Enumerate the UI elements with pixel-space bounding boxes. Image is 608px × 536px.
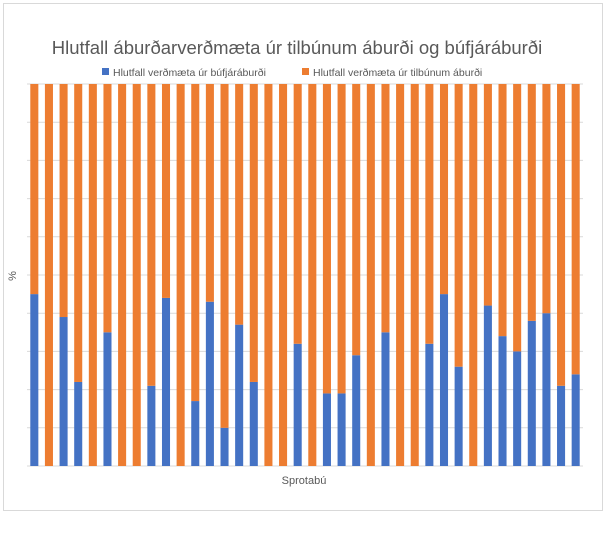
bar-segment-buf-3 (59, 317, 68, 466)
bar-segment-tilb-14 (220, 84, 229, 428)
bar-segment-tilb-27 (410, 84, 419, 466)
bar-segment-tilb-22 (337, 84, 346, 394)
bar-segment-tilb-36 (542, 84, 551, 314)
bar-segment-tilb-19 (293, 84, 302, 344)
bar-segment-tilb-17 (264, 84, 273, 466)
bar-segment-buf-29 (439, 294, 449, 466)
bar-segment-tilb-29 (439, 84, 449, 295)
bar-segment-tilb-12 (191, 84, 200, 402)
bar-segment-tilb-30 (454, 84, 463, 367)
bar-segment-buf-21 (322, 393, 331, 466)
bar-segment-tilb-15 (235, 84, 244, 325)
chart-title: Hlutfall áburðarverðmæta úr tilbúnum ábu… (52, 37, 543, 58)
bar-segment-tilb-21 (322, 84, 331, 394)
bar-segment-tilb-2 (44, 84, 53, 466)
bar-segment-buf-13 (205, 301, 214, 466)
legend: Hlutfall verðmæta úr búfjáráburði Hlutfa… (102, 67, 482, 79)
bar-segment-buf-16 (249, 381, 258, 466)
bar-segment-tilb-7 (118, 84, 127, 466)
bar-segment-buf-4 (74, 381, 83, 466)
bar-segment-buf-36 (542, 313, 551, 466)
legend-label-buf: Hlutfall verðmæta úr búfjáráburði (113, 67, 266, 79)
bar-segment-buf-1 (30, 294, 39, 466)
bar-segment-buf-12 (191, 401, 200, 466)
bar-segment-tilb-6 (103, 84, 112, 333)
bar-segment-tilb-24 (366, 84, 375, 466)
bar-segment-tilb-20 (308, 84, 317, 466)
bar-segment-buf-14 (220, 427, 229, 466)
bar-segment-tilb-28 (425, 84, 434, 344)
legend-label-tilb: Hlutfall verðmæta úr tilbúnum áburði (313, 67, 482, 79)
bar-segment-buf-19 (293, 343, 302, 466)
bar-segment-tilb-5 (88, 84, 97, 466)
bar-segment-buf-37 (557, 385, 566, 466)
bar-segment-tilb-23 (352, 84, 361, 356)
bar-segment-tilb-34 (513, 84, 522, 352)
bar-segment-buf-10 (161, 297, 171, 466)
bar-segment-tilb-11 (176, 84, 185, 466)
bar-segment-buf-38 (571, 374, 580, 466)
bar-segment-tilb-32 (483, 84, 492, 306)
bar-segment-buf-15 (235, 324, 244, 466)
bar-segment-tilb-18 (279, 84, 288, 466)
bar-segment-tilb-1 (30, 84, 39, 295)
y-axis-label: % (7, 271, 19, 281)
bar-segment-buf-6 (103, 332, 112, 466)
bar-segment-tilb-3 (59, 84, 68, 318)
bar-segment-tilb-9 (147, 84, 156, 386)
legend-swatch-tilb (302, 68, 309, 75)
bar-segment-tilb-35 (527, 84, 536, 321)
bar-segment-buf-33 (498, 336, 507, 466)
x-axis-label: Sprotabú (282, 475, 327, 487)
bar-segment-buf-32 (483, 305, 492, 466)
bar-segment-tilb-38 (571, 84, 580, 375)
bar-segment-buf-22 (337, 393, 346, 466)
bar-segment-tilb-8 (132, 84, 141, 466)
bar-segment-tilb-31 (469, 84, 478, 466)
bar-segment-buf-25 (381, 332, 390, 466)
bar-segment-buf-34 (513, 351, 522, 466)
bar-segment-buf-23 (352, 355, 361, 466)
bar-segment-buf-35 (527, 320, 536, 466)
bar-segment-tilb-33 (498, 84, 507, 337)
bar-segment-buf-30 (454, 366, 463, 466)
bar-segment-tilb-13 (205, 84, 214, 302)
bar-segment-tilb-4 (74, 84, 83, 382)
legend-swatch-buf (102, 68, 109, 75)
bar-segment-buf-28 (425, 343, 434, 466)
bar-segment-tilb-25 (381, 84, 390, 333)
bar-segment-tilb-37 (557, 84, 566, 386)
bar-segment-tilb-16 (249, 84, 258, 382)
bar-segment-tilb-10 (161, 84, 171, 298)
bars (30, 84, 580, 466)
bar-segment-tilb-26 (396, 84, 405, 466)
bar-segment-buf-9 (147, 385, 156, 466)
